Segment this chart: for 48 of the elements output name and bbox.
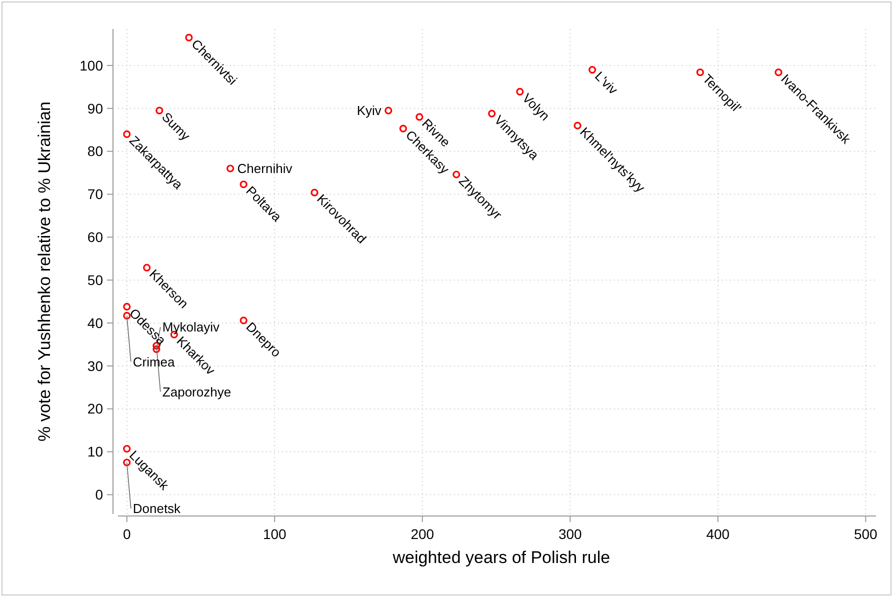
point <box>240 180 248 188</box>
point <box>156 106 164 114</box>
x-tick-label: 200 <box>410 526 434 542</box>
point <box>310 188 318 196</box>
y-tick-label: 70 <box>87 186 104 202</box>
x-tick-label: 0 <box>122 526 131 542</box>
y-tick-label: 10 <box>87 444 104 460</box>
point <box>774 68 782 76</box>
y-tick-label: 40 <box>87 314 104 331</box>
annotation: Donetsk <box>132 501 182 516</box>
y-tick-label: 90 <box>87 100 104 116</box>
point <box>123 302 131 310</box>
point <box>152 345 160 353</box>
annotation: Chernihiv <box>237 161 293 176</box>
x-tick-label: 400 <box>706 526 730 542</box>
annotation: Crimea <box>132 354 176 370</box>
point <box>123 130 131 138</box>
y-tick-label: 30 <box>87 358 104 374</box>
point <box>696 68 704 76</box>
x-axis-title: weighted years of Polish rule <box>392 548 610 567</box>
y-axis-title: % vote for Yushhenko relative to % Ukrainian <box>35 102 54 442</box>
x-tick-label: 300 <box>558 526 582 542</box>
annotation: Kyiv <box>356 103 382 118</box>
y-tick-label: 100 <box>80 57 104 74</box>
point <box>516 88 524 96</box>
point <box>452 170 460 178</box>
point <box>123 444 131 453</box>
annotation: L'viv <box>592 68 622 98</box>
x-tick-label: 100 <box>262 526 287 542</box>
point <box>384 106 392 114</box>
point <box>226 164 234 172</box>
point <box>185 34 193 42</box>
point <box>416 113 424 121</box>
y-tick-label: 60 <box>87 229 104 246</box>
point <box>488 110 496 118</box>
y-tick-label: 0 <box>95 486 104 503</box>
annotation: Zaporozhye <box>162 384 232 400</box>
y-tick-label: 20 <box>87 400 104 417</box>
point <box>399 124 407 132</box>
y-tick-label: 50 <box>87 272 104 288</box>
point <box>123 312 131 320</box>
y-tick-label: 80 <box>87 143 104 160</box>
point <box>240 316 248 324</box>
annotation: Mykolayiv <box>162 320 220 335</box>
point <box>143 264 151 272</box>
x-tick-label: 500 <box>854 526 878 542</box>
point <box>574 122 582 130</box>
point <box>588 66 596 74</box>
